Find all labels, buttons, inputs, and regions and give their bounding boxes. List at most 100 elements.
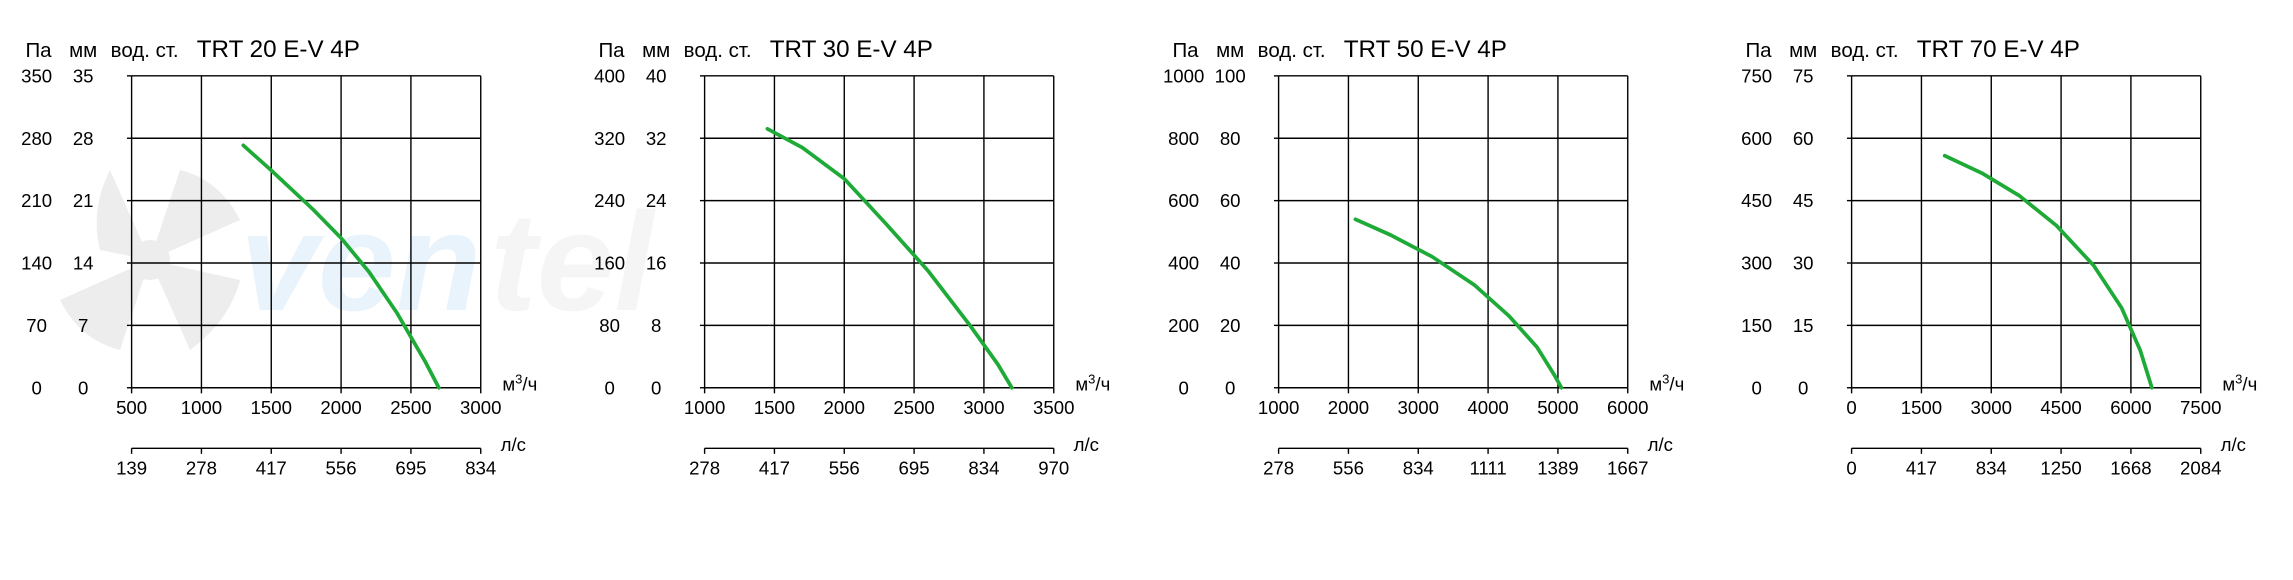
y2-tick-label: 32 — [646, 128, 667, 149]
x2-tick-label: 1668 — [2110, 457, 2151, 478]
grid — [1278, 76, 1627, 388]
x2-tick-label: 417 — [759, 457, 790, 478]
x2-tick-label: 556 — [1332, 457, 1363, 478]
performance-curve — [1355, 219, 1561, 387]
y2-tick-label: 0 — [1225, 377, 1235, 398]
y2-sublabel: вод. ст. — [1830, 39, 1898, 62]
x1-tick-label: 3500 — [1033, 397, 1074, 418]
y2-tick-label: 20 — [1219, 315, 1240, 336]
x1-tick-label: 2500 — [894, 397, 935, 418]
y1-tick-label: 280 — [21, 128, 52, 149]
x1-tick-label: 6000 — [2110, 397, 2151, 418]
chart-svg-2: 02004006008001000Па020406080100ммвод. ст… — [1157, 20, 1710, 560]
y2-tick-label: 40 — [646, 65, 667, 86]
y1-tick-label: 450 — [1741, 190, 1772, 211]
x1-unit: м3/ч — [502, 371, 537, 395]
x1-tick-label: 2000 — [824, 397, 865, 418]
y2-tick-label: 15 — [1793, 315, 1814, 336]
x1-tick-label: 3000 — [1970, 397, 2011, 418]
x2-tick-label: 417 — [256, 457, 287, 478]
x1-tick-label: 500 — [116, 397, 147, 418]
performance-curve — [1944, 156, 2151, 388]
x2-tick-label: 695 — [899, 457, 930, 478]
x2-tick-label: 278 — [689, 457, 720, 478]
x1-tick-label: 3000 — [963, 397, 1004, 418]
y2-tick-label: 35 — [73, 65, 94, 86]
y2-tick-label: 100 — [1214, 65, 1245, 86]
y2-tick-label: 60 — [1219, 190, 1240, 211]
y2-label: мм — [1216, 39, 1244, 62]
x2-tick-label: 278 — [186, 457, 217, 478]
y1-label: Па — [1172, 39, 1199, 62]
x2-unit: л/с — [2220, 434, 2245, 455]
x1-unit: м3/ч — [1076, 371, 1111, 395]
y1-tick-label: 320 — [594, 128, 625, 149]
y1-tick-label: 300 — [1741, 253, 1772, 274]
x2-tick-label: 139 — [116, 457, 147, 478]
x2-tick-label: 1667 — [1607, 457, 1648, 478]
y2-label: мм — [1789, 39, 1817, 62]
x1-tick-label: 2500 — [390, 397, 431, 418]
y1-tick-label: 160 — [594, 253, 625, 274]
x1-tick-label: 1000 — [684, 397, 725, 418]
x2-tick-label: 970 — [1038, 457, 1069, 478]
y2-tick-label: 40 — [1219, 253, 1240, 274]
x1-tick-label: 1500 — [251, 397, 292, 418]
chart-title: TRT 20 E-V 4P — [197, 36, 360, 63]
y2-tick-label: 8 — [651, 315, 661, 336]
y1-label: Па — [25, 39, 52, 62]
x1-unit: м3/ч — [1649, 371, 1684, 395]
y2-tick-label: 7 — [78, 315, 88, 336]
y2-tick-label: 80 — [1219, 128, 1240, 149]
chart-pane-2: 02004006008001000Па020406080100ммвод. ст… — [1147, 0, 1720, 580]
y2-tick-label: 24 — [646, 190, 667, 211]
x2-tick-label: 1250 — [2040, 457, 2081, 478]
chart-pane-1: 080160240320400Па0816243240ммвод. ст.TRT… — [573, 0, 1146, 580]
grid — [132, 76, 481, 388]
y1-label: Па — [1745, 39, 1772, 62]
y1-tick-label: 600 — [1168, 190, 1199, 211]
y1-tick-label: 0 — [1178, 377, 1188, 398]
y1-tick-label: 80 — [600, 315, 621, 336]
x1-tick-label: 2000 — [1327, 397, 1368, 418]
y2-label: мм — [642, 39, 670, 62]
x2-tick-label: 834 — [1402, 457, 1433, 478]
x2-tick-label: 556 — [326, 457, 357, 478]
x2-tick-label: 834 — [969, 457, 1000, 478]
y2-tick-label: 0 — [78, 377, 88, 398]
x2-tick-label: 1111 — [1469, 457, 1506, 478]
x1-tick-label: 1500 — [1900, 397, 1941, 418]
chart-svg-1: 080160240320400Па0816243240ммвод. ст.TRT… — [583, 20, 1136, 560]
x1-tick-label: 3000 — [460, 397, 501, 418]
y2-tick-label: 30 — [1793, 253, 1814, 274]
y1-tick-label: 210 — [21, 190, 52, 211]
y2-tick-label: 45 — [1793, 190, 1814, 211]
chart-title: TRT 70 E-V 4P — [1917, 36, 2080, 63]
chart-pane-3: 0150300450600750Па01530456075ммвод. ст.T… — [1720, 0, 2293, 580]
y2-sublabel: вод. ст. — [684, 39, 752, 62]
x2-tick-label: 834 — [1975, 457, 2006, 478]
x1-tick-label: 1000 — [181, 397, 222, 418]
chart-title: TRT 50 E-V 4P — [1343, 36, 1506, 63]
x1-tick-label: 7500 — [2180, 397, 2221, 418]
y1-label: Па — [599, 39, 626, 62]
y2-tick-label: 14 — [73, 253, 94, 274]
x1-tick-label: 1500 — [754, 397, 795, 418]
x2-tick-label: 278 — [1263, 457, 1294, 478]
x1-tick-label: 4000 — [1467, 397, 1508, 418]
y1-tick-label: 1000 — [1162, 65, 1203, 86]
y1-tick-label: 70 — [26, 315, 47, 336]
x1-tick-label: 6000 — [1607, 397, 1648, 418]
x2-tick-label: 417 — [1906, 457, 1937, 478]
y2-sublabel: вод. ст. — [111, 39, 179, 62]
y2-tick-label: 60 — [1793, 128, 1814, 149]
grid — [705, 76, 1054, 388]
y1-tick-label: 350 — [21, 65, 52, 86]
y1-tick-label: 150 — [1741, 315, 1772, 336]
x1-tick-label: 3000 — [1397, 397, 1438, 418]
chart-pane-0: 070140210280350Па0714212835ммвод. ст.TRT… — [0, 0, 573, 580]
y2-tick-label: 75 — [1793, 65, 1814, 86]
x1-unit: м3/ч — [2222, 371, 2257, 395]
y2-label: мм — [69, 39, 97, 62]
y1-tick-label: 140 — [21, 253, 52, 274]
